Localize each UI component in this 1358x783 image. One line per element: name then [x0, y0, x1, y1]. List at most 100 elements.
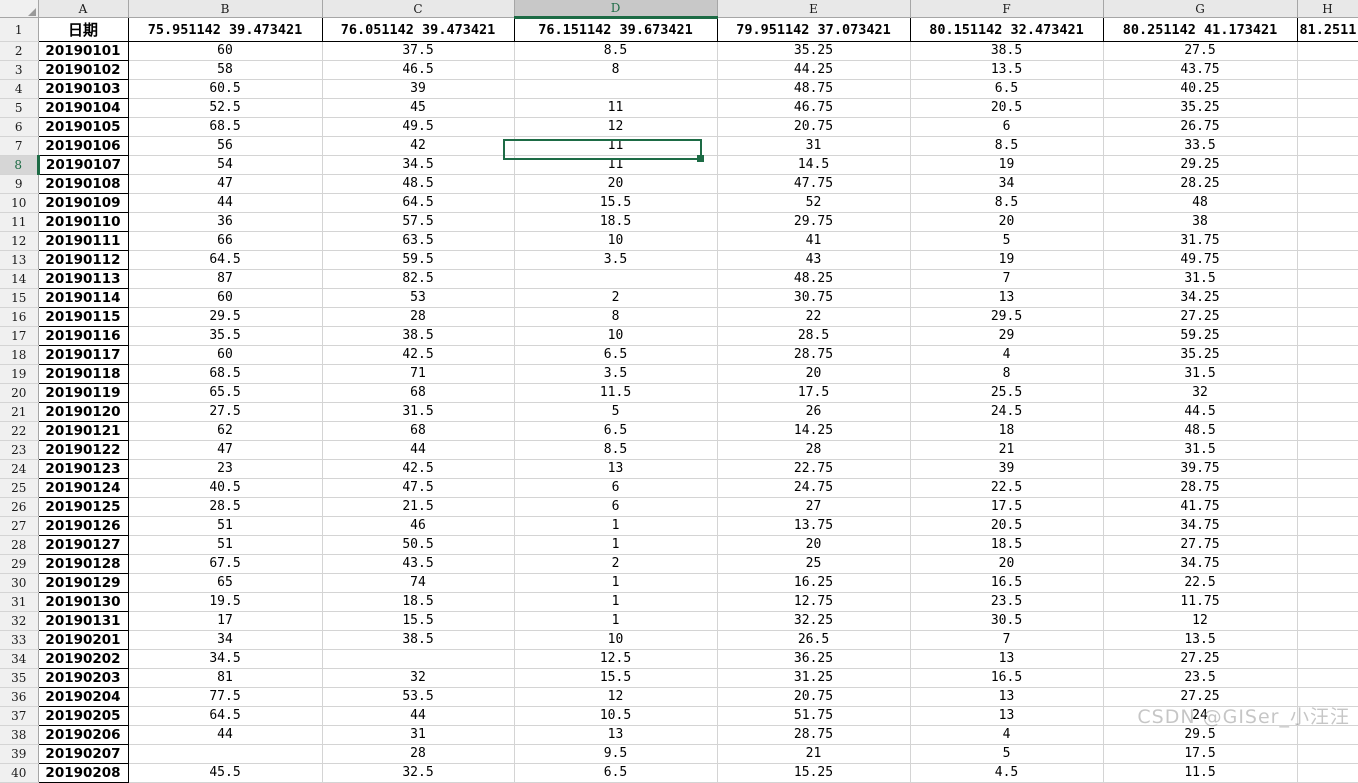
date-cell[interactable]: 20190130 — [37, 592, 129, 612]
data-cell[interactable]: 31.5 — [322, 402, 515, 422]
data-cell[interactable]: 42 — [322, 136, 515, 156]
data-cell[interactable] — [1297, 516, 1358, 536]
data-cell[interactable]: 41.75 — [1103, 497, 1298, 517]
data-cell[interactable]: 10.5 — [514, 706, 718, 726]
row-header-4[interactable]: 4 — [0, 79, 39, 99]
data-cell[interactable]: 39 — [910, 459, 1104, 479]
data-cell[interactable]: 52 — [717, 193, 911, 213]
data-cell[interactable]: 3.5 — [514, 364, 718, 384]
data-cell[interactable]: 35.25 — [1103, 98, 1298, 118]
date-cell[interactable]: 20190115 — [37, 307, 129, 327]
data-cell[interactable]: 34.5 — [128, 649, 323, 669]
data-cell[interactable]: 26.75 — [1103, 117, 1298, 137]
row-header-31[interactable]: 31 — [0, 592, 39, 612]
date-cell[interactable]: 20190125 — [37, 497, 129, 517]
data-cell[interactable]: 39.75 — [1103, 459, 1298, 479]
column-header-d[interactable]: D — [514, 0, 718, 19]
data-cell[interactable]: 65 — [128, 573, 323, 593]
data-cell[interactable]: 7 — [910, 269, 1104, 289]
data-cell[interactable]: 30.75 — [717, 288, 911, 308]
data-cell[interactable]: 63.5 — [322, 231, 515, 251]
data-cell[interactable]: 37.5 — [322, 41, 515, 61]
data-cell[interactable]: 27.25 — [1103, 307, 1298, 327]
row-header-7[interactable]: 7 — [0, 136, 39, 156]
data-cell[interactable]: 12.75 — [717, 592, 911, 612]
data-cell[interactable]: 13.5 — [1103, 630, 1298, 650]
date-cell[interactable]: 20190113 — [37, 269, 129, 289]
data-cell[interactable]: 49.75 — [1103, 250, 1298, 270]
row-header-15[interactable]: 15 — [0, 288, 39, 308]
data-cell[interactable]: 53 — [322, 288, 515, 308]
row-header-13[interactable]: 13 — [0, 250, 39, 270]
data-cell[interactable]: 32.5 — [322, 763, 515, 783]
data-cell[interactable] — [1297, 725, 1358, 745]
data-cell[interactable]: 19 — [910, 155, 1104, 175]
data-cell[interactable]: 20.75 — [717, 687, 911, 707]
data-cell[interactable]: 4 — [910, 725, 1104, 745]
data-cell[interactable]: 48.25 — [717, 269, 911, 289]
data-cell[interactable]: 11.5 — [1103, 763, 1298, 783]
data-cell[interactable]: 29.5 — [1103, 725, 1298, 745]
row-header-5[interactable]: 5 — [0, 98, 39, 118]
data-cell[interactable]: 18 — [910, 421, 1104, 441]
data-cell[interactable]: 21.5 — [322, 497, 515, 517]
data-cell[interactable]: 38.5 — [322, 630, 515, 650]
data-cell[interactable]: 42.5 — [322, 345, 515, 365]
data-cell[interactable]: 44.5 — [1103, 402, 1298, 422]
data-cell[interactable]: 46.5 — [322, 60, 515, 80]
data-cell[interactable]: 40.25 — [1103, 79, 1298, 99]
data-cell[interactable]: 27.5 — [128, 402, 323, 422]
date-cell[interactable]: 20190123 — [37, 459, 129, 479]
row-header-34[interactable]: 34 — [0, 649, 39, 669]
data-cell[interactable] — [1297, 193, 1358, 213]
data-cell[interactable]: 9.5 — [514, 744, 718, 764]
data-cell[interactable]: 21 — [910, 440, 1104, 460]
data-cell[interactable] — [1297, 592, 1358, 612]
data-cell[interactable]: 35.5 — [128, 326, 323, 346]
data-cell[interactable]: 20.5 — [910, 98, 1104, 118]
data-cell[interactable] — [1297, 117, 1358, 137]
data-cell[interactable] — [1297, 212, 1358, 232]
row-header-12[interactable]: 12 — [0, 231, 39, 251]
date-cell[interactable]: 20190117 — [37, 345, 129, 365]
row-header-40[interactable]: 40 — [0, 763, 39, 783]
date-cell[interactable]: 20190119 — [37, 383, 129, 403]
column-header-h[interactable]: H — [1297, 0, 1358, 18]
date-cell[interactable]: 20190103 — [37, 79, 129, 99]
data-cell[interactable]: 20 — [717, 364, 911, 384]
data-cell[interactable]: 22 — [717, 307, 911, 327]
date-cell[interactable]: 20190128 — [37, 554, 129, 574]
data-cell[interactable]: 12.5 — [514, 649, 718, 669]
data-cell[interactable]: 7 — [910, 630, 1104, 650]
data-cell[interactable]: 13 — [514, 459, 718, 479]
data-cell[interactable]: 26 — [717, 402, 911, 422]
column-header-b[interactable]: B — [128, 0, 323, 18]
data-cell[interactable]: 20.75 — [717, 117, 911, 137]
data-cell[interactable]: 31 — [322, 725, 515, 745]
data-cell[interactable]: 45.5 — [128, 763, 323, 783]
data-cell[interactable]: 28 — [717, 440, 911, 460]
data-cell[interactable]: 74 — [322, 573, 515, 593]
data-cell[interactable]: 48.5 — [322, 174, 515, 194]
data-cell[interactable]: 40.5 — [128, 478, 323, 498]
data-cell[interactable]: 10 — [514, 630, 718, 650]
data-cell[interactable] — [1297, 98, 1358, 118]
data-cell[interactable]: 28 — [322, 307, 515, 327]
date-cell[interactable]: 20190122 — [37, 440, 129, 460]
date-cell[interactable]: 20190116 — [37, 326, 129, 346]
data-cell[interactable]: 8.5 — [514, 440, 718, 460]
data-cell[interactable]: 6.5 — [514, 421, 718, 441]
date-cell[interactable]: 20190203 — [37, 668, 129, 688]
data-cell[interactable]: 43.75 — [1103, 60, 1298, 80]
column-title-cell[interactable]: 79.951142 37.073421 — [716, 17, 911, 42]
data-cell[interactable] — [1297, 79, 1358, 99]
data-cell[interactable]: 87 — [128, 269, 323, 289]
data-cell[interactable] — [1297, 706, 1358, 726]
data-cell[interactable]: 62 — [128, 421, 323, 441]
column-header-f[interactable]: F — [910, 0, 1104, 18]
data-cell[interactable]: 45 — [322, 98, 515, 118]
row-header-37[interactable]: 37 — [0, 706, 39, 726]
data-cell[interactable]: 11 — [514, 155, 718, 175]
row-header-1[interactable]: 1 — [0, 17, 39, 42]
row-header-9[interactable]: 9 — [0, 174, 39, 194]
